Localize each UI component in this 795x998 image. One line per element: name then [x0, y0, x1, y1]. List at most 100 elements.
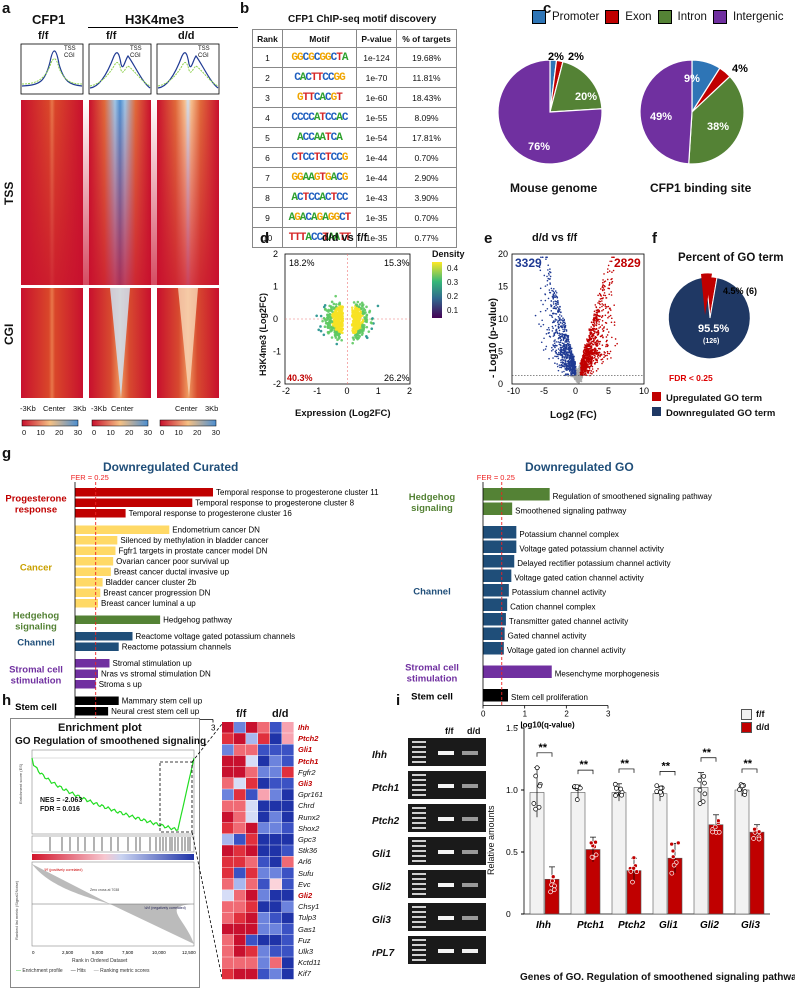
data-point	[580, 361, 583, 363]
data-point	[598, 309, 601, 312]
heat-cell	[246, 722, 258, 733]
data-point	[567, 359, 570, 362]
density-tick-2: 0.3	[447, 278, 459, 287]
motif-pct: 0.70%	[396, 147, 457, 168]
data-point	[559, 321, 562, 324]
data-point	[337, 333, 340, 337]
motif-pvalue: 1e-44	[355, 147, 398, 168]
data-point	[563, 327, 566, 329]
pie-label: 38%	[707, 121, 729, 133]
data-point	[571, 364, 573, 366]
band-ff	[438, 751, 454, 755]
data-point	[606, 278, 609, 281]
data-point	[549, 314, 551, 316]
data-point	[608, 270, 611, 272]
data-point	[574, 797, 580, 802]
data-point	[323, 317, 327, 321]
heat-cell	[222, 789, 234, 800]
group-label: Hedgehog signaling	[409, 492, 456, 514]
heat-cell	[246, 923, 258, 935]
data-point	[570, 373, 573, 375]
heat-cell	[246, 744, 258, 756]
pie-slice	[688, 75, 745, 165]
legend-tss-2: TSS	[130, 46, 142, 52]
data-point	[601, 289, 604, 292]
band-dd	[462, 916, 478, 920]
data-point	[548, 278, 551, 280]
data-point	[548, 357, 550, 360]
data-point	[337, 330, 341, 333]
data-point	[555, 300, 558, 303]
data-point	[555, 355, 558, 358]
motif-rank: 4	[252, 107, 283, 128]
bar	[483, 642, 504, 655]
data-point	[596, 310, 599, 312]
data-point	[739, 783, 745, 789]
heatmap-ff-label: f/f	[236, 708, 247, 720]
data-point	[357, 313, 360, 317]
data-point	[569, 356, 572, 359]
motif-letter: A	[319, 91, 326, 104]
data-point	[562, 336, 565, 339]
data-point	[566, 354, 569, 357]
panel-label-e: e	[484, 230, 493, 247]
group-label-line: Stem cell	[15, 702, 57, 713]
heat-cell	[270, 722, 282, 733]
data-point	[598, 321, 600, 323]
heat-cell	[246, 856, 258, 868]
data-point	[590, 345, 593, 347]
y-tick: 10	[498, 314, 508, 324]
gene-name: Kctd11	[298, 958, 321, 968]
gene-name: Sufu	[298, 868, 314, 878]
data-point	[371, 317, 374, 320]
gsea-plot: 0 2,500 5,000 7,500 10,000 12,500	[31, 749, 196, 955]
bar-label: Temporal response to progesterone cluste…	[195, 499, 354, 508]
motif-rank: 2	[252, 67, 283, 88]
data-point	[610, 260, 613, 263]
category-label: Gli3	[741, 920, 760, 931]
data-point	[592, 343, 595, 346]
data-point	[576, 370, 579, 373]
heat-cell	[246, 834, 258, 845]
data-point	[658, 785, 664, 791]
data-point	[610, 317, 613, 320]
data-point	[610, 282, 613, 284]
heat-cell	[270, 890, 282, 901]
data-point	[361, 331, 364, 335]
data-point	[584, 363, 587, 365]
data-point	[335, 324, 338, 328]
data-point	[543, 274, 546, 277]
data-point	[564, 368, 566, 370]
bar	[75, 525, 170, 534]
heat-cell	[246, 766, 258, 778]
data-point	[350, 323, 354, 326]
bar	[483, 555, 515, 568]
motif-letter: T	[302, 191, 310, 204]
data-point	[352, 301, 356, 304]
data-point	[547, 269, 549, 271]
motif-letter: T	[319, 171, 326, 184]
heat-cell	[270, 968, 282, 980]
data-point	[351, 329, 354, 332]
data-point	[365, 314, 368, 318]
group-label-line: Stromal cell	[405, 662, 459, 673]
bar-dd	[749, 831, 765, 915]
data-point	[597, 368, 599, 370]
data-point	[582, 356, 584, 359]
data-point	[352, 316, 356, 320]
motif-letter: G	[316, 211, 324, 224]
heat-cell	[258, 934, 270, 946]
data-point	[549, 282, 551, 284]
data-point	[555, 351, 557, 354]
category-label: Gli1	[659, 920, 678, 931]
scatter-d: -2 -1 0 1 2 -2 -1 0 1 2 18.2% 15.3% 40.3% 26.2%	[273, 249, 412, 396]
motif-letter: A	[299, 211, 307, 224]
data-point	[561, 322, 564, 325]
data-point	[557, 341, 560, 343]
gel-row-label: Ptch2	[372, 816, 400, 827]
motif-pct: 19.68%	[396, 47, 457, 68]
data-point	[565, 334, 568, 337]
data-point	[365, 305, 368, 309]
heat-cell	[222, 744, 234, 756]
data-point	[564, 364, 567, 366]
